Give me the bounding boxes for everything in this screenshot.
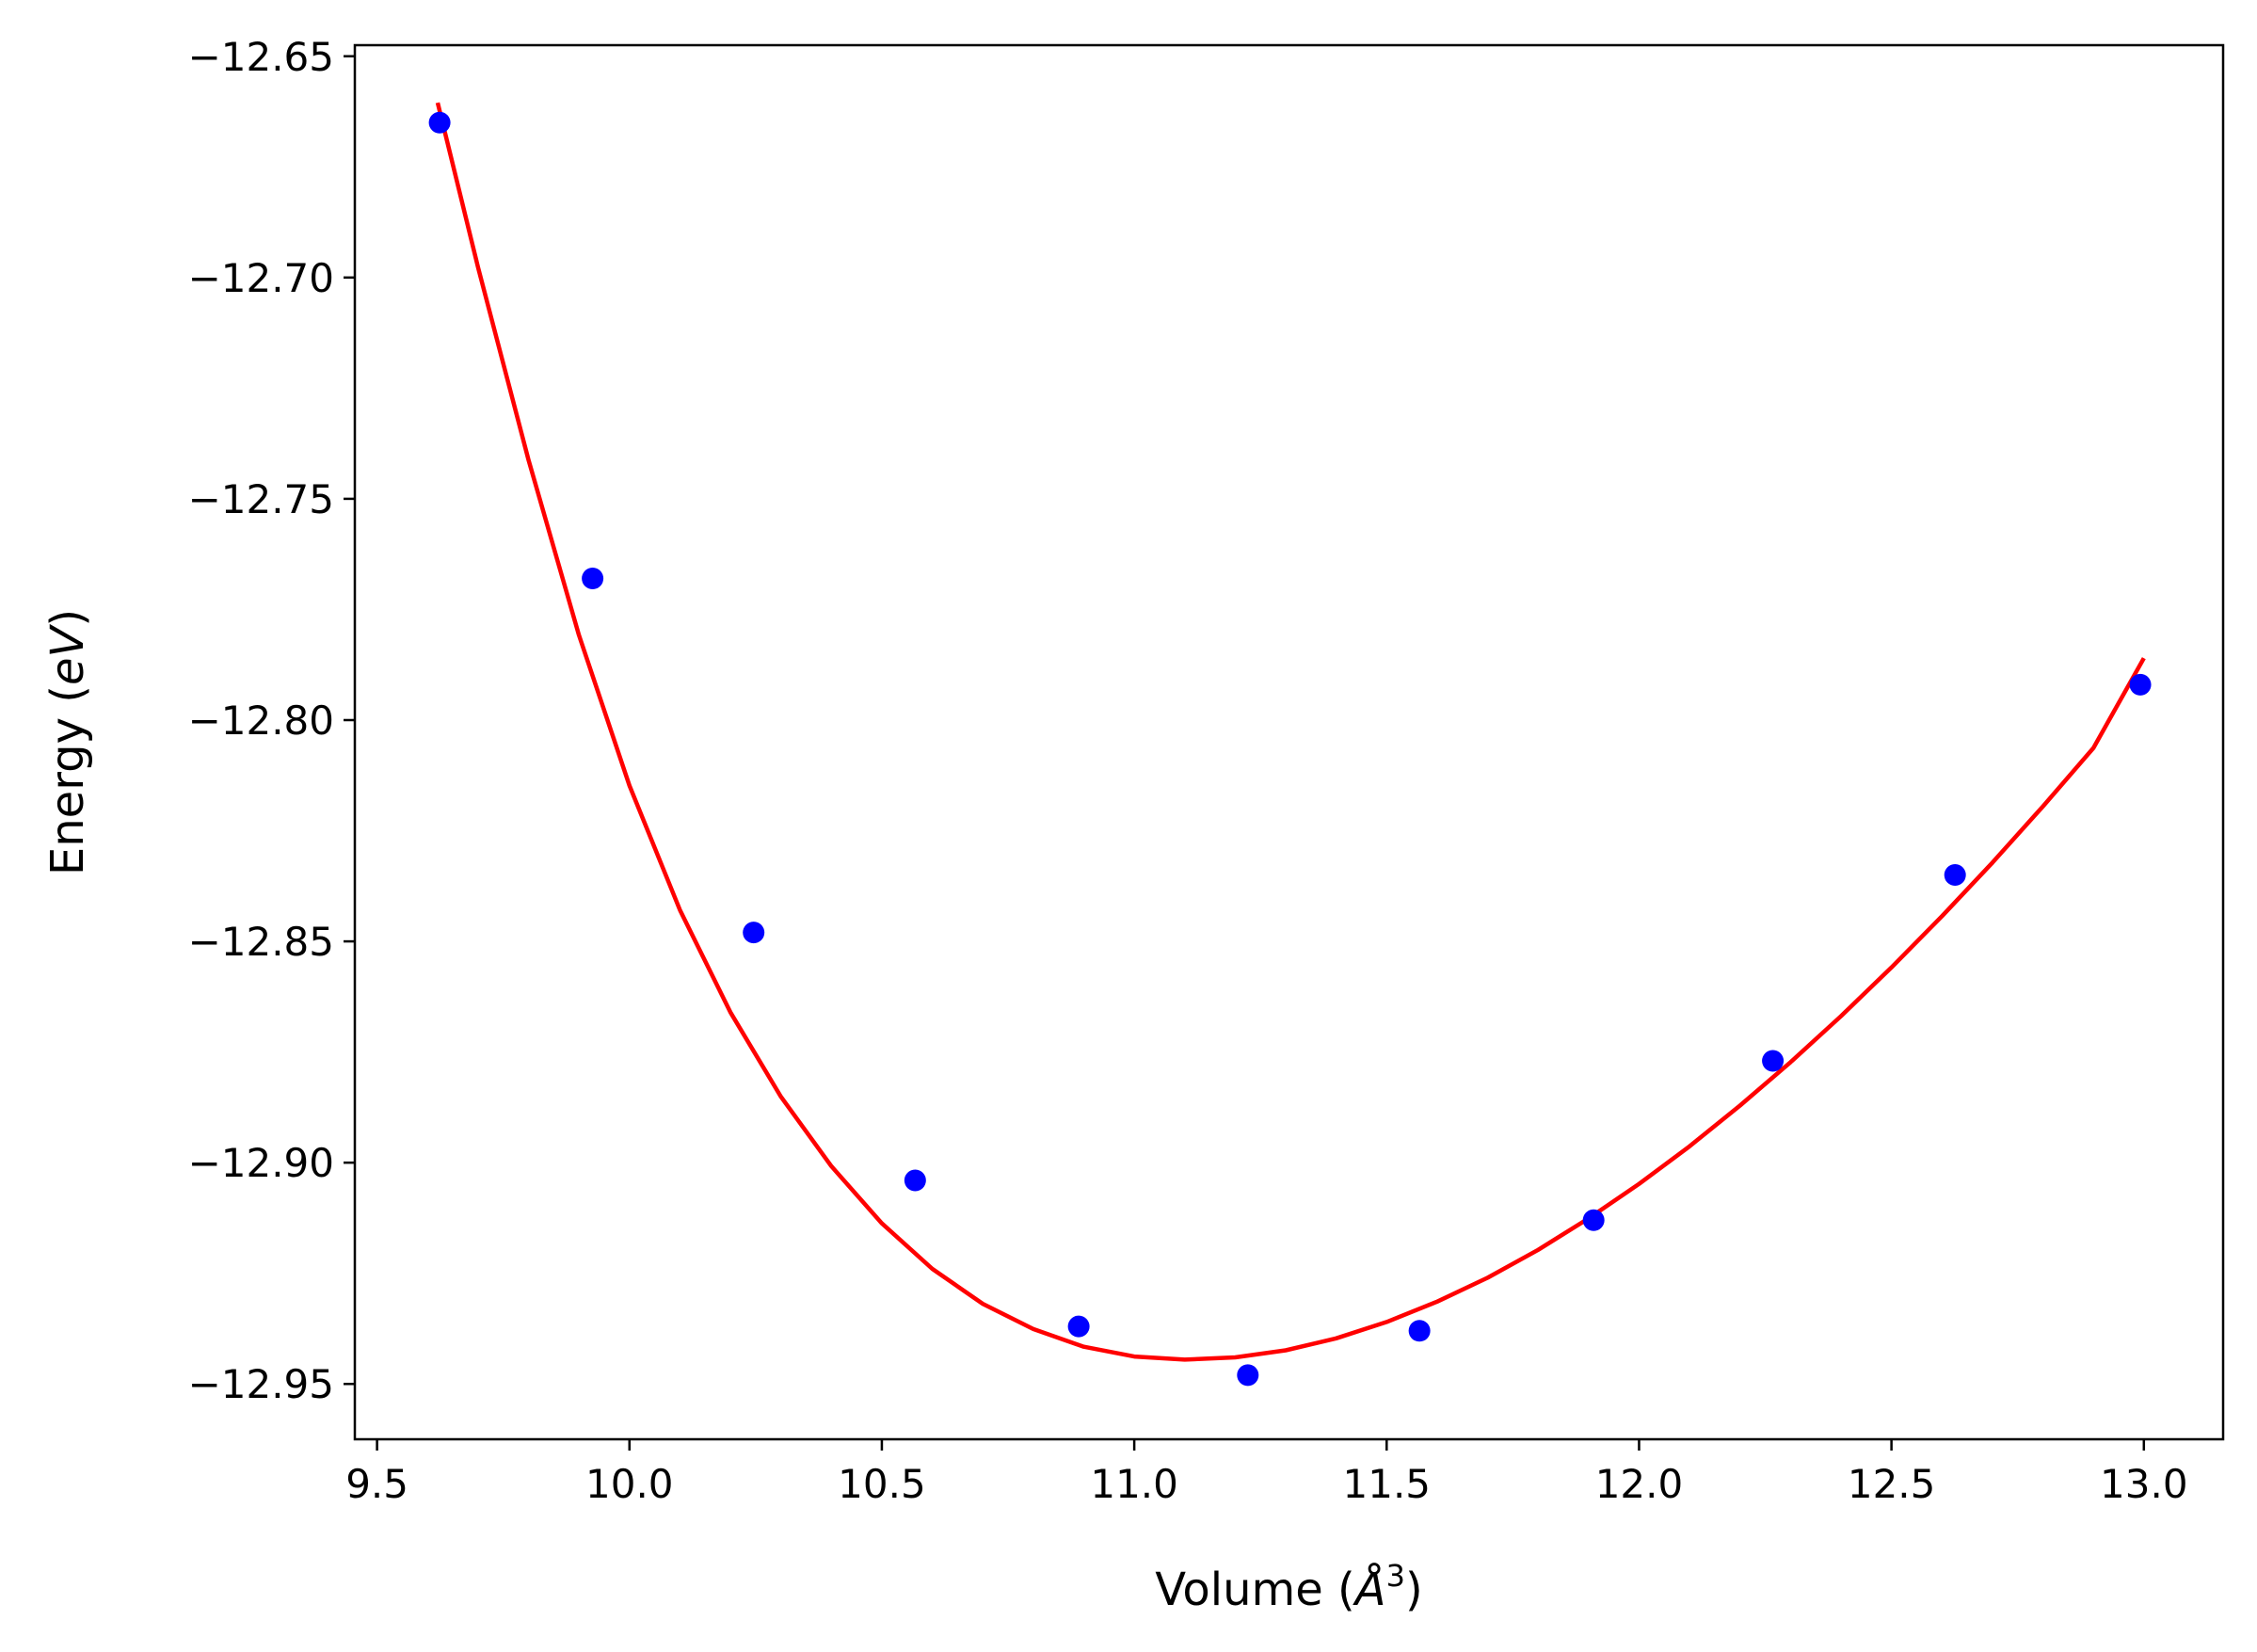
data-point — [1237, 1364, 1259, 1387]
x-tick-label: 9.5 — [345, 1461, 408, 1507]
y-axis-label-suffix: ) — [41, 609, 94, 627]
y-tick-label: −12.70 — [188, 255, 334, 301]
x-tick-label: 11.0 — [1090, 1461, 1178, 1507]
data-point — [1067, 1315, 1090, 1338]
x-axis-label-italic: Å — [1353, 1563, 1386, 1616]
data-point — [743, 922, 765, 944]
y-tick-label: −12.95 — [188, 1361, 334, 1407]
y-tick-label: −12.75 — [188, 476, 334, 522]
y-tick-label: −12.90 — [188, 1140, 334, 1186]
data-point — [1582, 1209, 1605, 1231]
data-point — [904, 1169, 926, 1192]
y-axis-label-italic: eV — [41, 624, 94, 686]
x-axis-label-prefix: Volume ( — [1155, 1564, 1355, 1616]
y-tick-label: −12.80 — [188, 698, 334, 744]
x-tick-label: 10.5 — [838, 1461, 926, 1507]
x-tick-label: 12.0 — [1595, 1461, 1684, 1507]
x-axis-label-suffix: ) — [1405, 1564, 1423, 1616]
x-tick-label: 10.0 — [585, 1461, 674, 1507]
data-point — [1944, 864, 1966, 887]
x-tick-label: 13.0 — [2100, 1461, 2188, 1507]
y-axis-label: Energy (eV) — [41, 609, 94, 875]
y-axis-label-prefix: Energy ( — [41, 685, 94, 875]
x-tick-label: 11.5 — [1343, 1461, 1432, 1507]
data-point — [2129, 673, 2152, 696]
x-axis-label-superscript: 3 — [1386, 1558, 1405, 1594]
x-axis-label: Volume (Å3) — [1155, 1558, 1422, 1616]
y-tick-label: −12.65 — [188, 34, 334, 80]
x-tick-label: 12.5 — [1848, 1461, 1936, 1507]
plot-area — [428, 102, 2152, 1387]
data-points-layer — [428, 111, 2152, 1387]
x-axis-ticks: 9.5 10.0 10.5 11.0 11.5 12.0 12.5 13.0 — [345, 1439, 2188, 1507]
fit-curve-line — [435, 102, 2146, 1362]
y-axis-ticks: −12.65 −12.70 −12.75 −12.80 −12.85 −12.90 −12.… — [188, 34, 355, 1407]
data-point — [1408, 1320, 1431, 1342]
fit-curve-layer — [435, 102, 2146, 1362]
data-point — [582, 568, 604, 590]
y-tick-label: −12.85 — [188, 919, 334, 965]
data-point — [1762, 1050, 1785, 1072]
data-point — [428, 111, 451, 134]
plot-frame — [353, 43, 2225, 1441]
